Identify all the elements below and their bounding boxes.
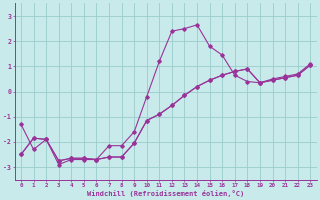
X-axis label: Windchill (Refroidissement éolien,°C): Windchill (Refroidissement éolien,°C): [87, 190, 244, 197]
